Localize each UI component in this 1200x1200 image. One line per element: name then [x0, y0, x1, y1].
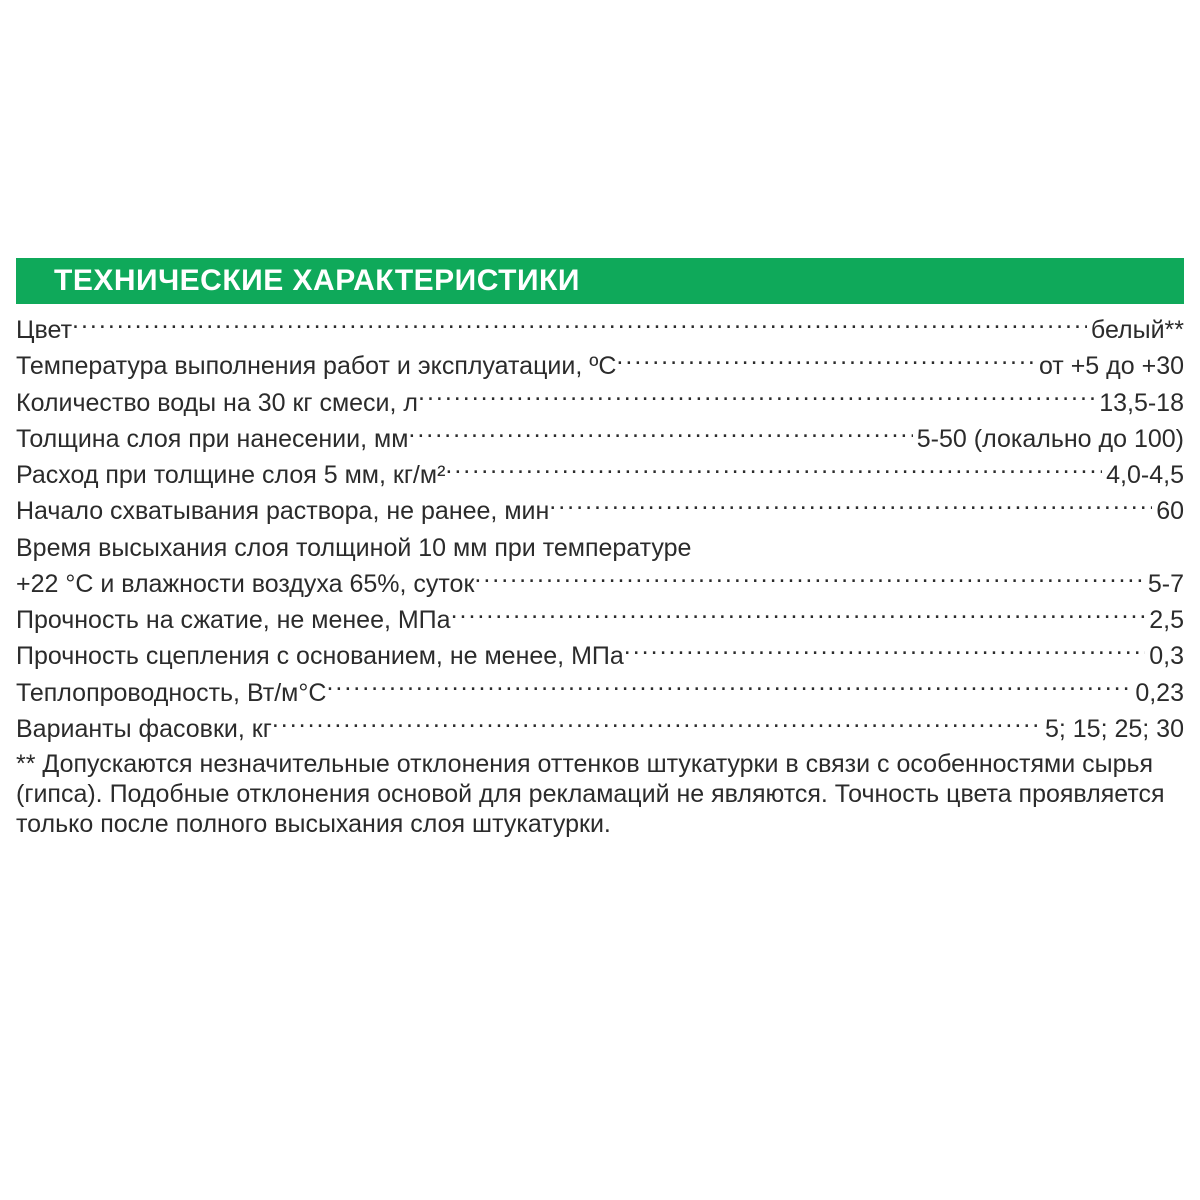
spec-value: 13,5-18	[1095, 385, 1184, 421]
spec-list: Цвет белый**Температура выполнения работ…	[0, 312, 1200, 747]
section-header: ТЕХНИЧЕСКИЕ ХАРАКТЕРИСТИКИ	[16, 258, 1184, 304]
dot-leader	[72, 313, 1087, 338]
dot-leader	[272, 712, 1041, 737]
spec-row: Прочность сцепления с основанием, не мен…	[16, 638, 1184, 674]
spec-value: от +5 до +30	[1035, 348, 1184, 384]
spec-label: Цвет	[16, 312, 72, 348]
spec-value: белый**	[1087, 312, 1184, 348]
spec-value: 0,3	[1145, 638, 1184, 674]
spec-value: 5-50 (локально до 100)	[913, 421, 1184, 457]
dot-leader	[445, 458, 1102, 483]
spec-value: 4,0-4,5	[1102, 457, 1184, 493]
spec-row: Время высыхания слоя толщиной 10 мм при …	[16, 530, 1184, 566]
spec-label: Температура выполнения работ и эксплуата…	[16, 348, 616, 384]
spec-row: Цвет белый**	[16, 312, 1184, 348]
spec-label: Толщина слоя при нанесении, мм	[16, 421, 408, 457]
spec-value: 5; 15; 25; 30	[1041, 711, 1184, 747]
page: ТЕХНИЧЕСКИЕ ХАРАКТЕРИСТИКИ Цвет белый**Т…	[0, 0, 1200, 1200]
spec-row: Прочность на сжатие, не менее, МПа 2,5	[16, 602, 1184, 638]
spec-value: 60	[1152, 493, 1184, 529]
spec-row: +22 °С и влажности воздуха 65%, суток 5-…	[16, 566, 1184, 602]
spec-value: 2,5	[1145, 602, 1184, 638]
dot-leader	[326, 676, 1131, 701]
spec-row: Количество воды на 30 кг смеси, л 13,5-1…	[16, 385, 1184, 421]
dot-leader	[451, 603, 1146, 628]
spec-row: Варианты фасовки, кг 5; 15; 25; 30	[16, 711, 1184, 747]
spec-label: Начало схватывания раствора, не ранее, м…	[16, 493, 549, 529]
spec-label: Время высыхания слоя толщиной 10 мм при …	[16, 530, 691, 566]
spec-value: 0,23	[1131, 675, 1184, 711]
spec-row: Теплопроводность, Вт/м°С 0,23	[16, 675, 1184, 711]
spec-label: +22 °С и влажности воздуха 65%, суток	[16, 566, 474, 602]
dot-leader	[549, 494, 1152, 519]
dot-leader	[408, 422, 912, 447]
dot-leader	[624, 639, 1145, 664]
spec-row: Температура выполнения работ и эксплуата…	[16, 348, 1184, 384]
spec-label: Прочность на сжатие, не менее, МПа	[16, 602, 451, 638]
spec-row: Начало схватывания раствора, не ранее, м…	[16, 493, 1184, 529]
spec-label: Прочность сцепления с основанием, не мен…	[16, 638, 624, 674]
footnote: ** Допускаются незначительные отклонения…	[0, 747, 1200, 839]
dot-leader	[418, 386, 1095, 411]
spec-label: Варианты фасовки, кг	[16, 711, 272, 747]
dot-leader	[616, 349, 1035, 374]
spec-value: 5-7	[1144, 566, 1184, 602]
spec-label: Расход при толщине слоя 5 мм, кг/м²	[16, 457, 445, 493]
spec-label: Теплопроводность, Вт/м°С	[16, 675, 326, 711]
spec-row: Расход при толщине слоя 5 мм, кг/м² 4,0-…	[16, 457, 1184, 493]
dot-leader	[474, 567, 1143, 592]
spec-row: Толщина слоя при нанесении, мм 5-50 (лок…	[16, 421, 1184, 457]
spec-label: Количество воды на 30 кг смеси, л	[16, 385, 418, 421]
